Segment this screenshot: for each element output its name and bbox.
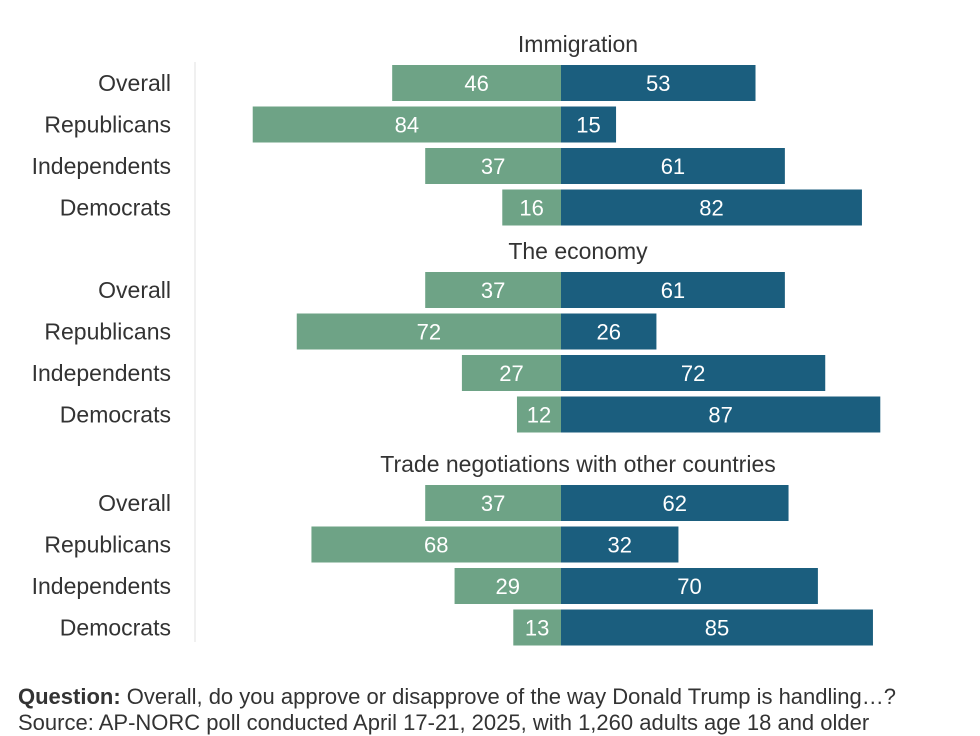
row-label: Republicans (44, 532, 171, 558)
disapprove-bar (502, 189, 561, 226)
row-label: Democrats (60, 615, 171, 641)
approve-value-label: 82 (699, 196, 723, 221)
disapprove-value-label: 12 (527, 403, 551, 428)
row-label: Overall (98, 277, 171, 303)
disapprove-value-label: 84 (395, 113, 419, 138)
approve-value-label: 32 (607, 533, 631, 558)
approve-bar (561, 609, 873, 646)
question-text: Overall, do you approve or disapprove of… (120, 684, 896, 709)
row-label: Democrats (60, 195, 171, 221)
disapprove-bar (252, 106, 561, 143)
panel-title: The economy (508, 238, 648, 264)
row-label: Independents (32, 573, 171, 599)
approve-bar (561, 65, 756, 101)
disapprove-bar (425, 272, 561, 308)
disapprove-bar (454, 568, 561, 604)
approve-bar (561, 396, 881, 433)
approve-bar (561, 485, 789, 521)
approve-value-label: 61 (661, 278, 685, 303)
approve-bar (561, 272, 785, 308)
approve-bar (561, 189, 862, 226)
panel-title: Trade negotiations with other countries (380, 451, 775, 477)
question-label: Question: (18, 684, 121, 709)
row-label: Independents (32, 153, 171, 179)
disapprove-value-label: 68 (424, 533, 448, 558)
approve-bar (561, 568, 818, 604)
disapprove-value-label: 27 (499, 361, 523, 386)
approve-value-label: 87 (708, 403, 732, 428)
approve-bar (561, 106, 617, 143)
approve-bar (561, 526, 679, 563)
approve-value-label: 15 (576, 113, 600, 138)
approve-value-label: 72 (681, 361, 705, 386)
disapprove-bar (296, 313, 561, 350)
row-label: Democrats (60, 402, 171, 428)
disapprove-value-label: 37 (481, 491, 505, 516)
approve-value-label: 26 (596, 320, 620, 345)
disapprove-bar (392, 65, 561, 101)
approve-bar (561, 313, 657, 350)
source-note: Source: AP-NORC poll conducted April 17-… (18, 710, 870, 735)
row-label: Overall (98, 490, 171, 516)
disapprove-bar (425, 148, 561, 184)
disapprove-bar (311, 526, 561, 563)
row-label: Independents (32, 360, 171, 386)
disapprove-value-label: 37 (481, 278, 505, 303)
approve-value-label: 61 (661, 154, 685, 179)
row-label: Republicans (44, 319, 171, 345)
disapprove-bar (513, 609, 561, 646)
disapprove-value-label: 72 (417, 320, 441, 345)
disapprove-value-label: 16 (519, 196, 543, 221)
disapprove-value-label: 46 (464, 71, 488, 96)
approve-value-label: 70 (677, 574, 701, 599)
question-note: Question: Overall, do you approve or dis… (18, 684, 896, 710)
approve-value-label: 85 (705, 616, 729, 641)
disapprove-value-label: 37 (481, 154, 505, 179)
panel-title: Immigration (518, 31, 638, 57)
disapprove-value-label: 13 (525, 616, 549, 641)
diverging-bar-chart: Immigration Overall 46 53 Republicans 84 15 Ind… (32, 31, 881, 646)
approve-bar (561, 148, 785, 184)
approve-value-label: 53 (646, 71, 670, 96)
approve-value-label: 62 (663, 491, 687, 516)
row-label: Overall (98, 70, 171, 96)
disapprove-bar (425, 485, 561, 521)
disapprove-bar (461, 355, 561, 391)
approve-bar (561, 355, 826, 391)
disapprove-value-label: 29 (496, 574, 520, 599)
disapprove-bar (516, 396, 561, 433)
row-label: Republicans (44, 112, 171, 138)
